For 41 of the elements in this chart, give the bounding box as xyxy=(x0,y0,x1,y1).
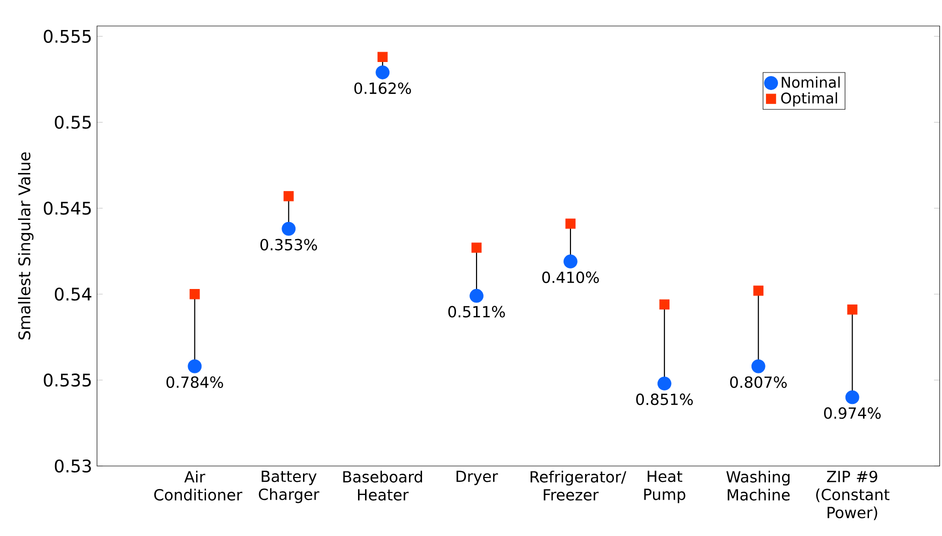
point xyxy=(470,288,484,303)
annotation: 0.162% xyxy=(354,82,411,94)
x-tick-label: Refrigerator/ Freezer xyxy=(530,470,626,501)
point xyxy=(751,359,766,374)
x-tick-label: Washing Machine xyxy=(726,470,790,501)
point xyxy=(565,218,576,229)
point xyxy=(659,299,670,310)
y-axis-title: Smallest Singular Value xyxy=(18,152,34,340)
x-tick-label: Battery Charger xyxy=(258,470,320,504)
y-tick-label: 0.54 xyxy=(54,288,92,301)
y-tick-label: 0.545 xyxy=(44,202,91,215)
y-tick-label: 0.555 xyxy=(44,30,91,43)
legend-label: Nominal xyxy=(782,76,840,88)
annotation: 0.974% xyxy=(824,407,881,419)
point xyxy=(282,222,296,236)
y-tick-label: 0.535 xyxy=(44,374,91,387)
point xyxy=(284,191,294,202)
y-tick-label: 0.55 xyxy=(54,116,91,129)
point xyxy=(657,376,672,390)
annotation: 0.784% xyxy=(166,376,224,388)
x-tick-label: Heat Pump xyxy=(644,470,686,504)
y-tick-label: 0.53 xyxy=(54,459,91,473)
point xyxy=(564,254,578,268)
legend-label: Optimal xyxy=(781,92,838,106)
point xyxy=(188,359,202,374)
point xyxy=(847,304,858,315)
point xyxy=(845,390,860,404)
point xyxy=(376,65,390,80)
point xyxy=(471,242,482,253)
annotation: 0.353% xyxy=(260,238,318,250)
x-tick-label: Air Conditioner xyxy=(154,470,242,501)
x-tick-label: Dryer xyxy=(456,470,498,486)
x-tick-label: Baseboard Heater xyxy=(343,470,422,501)
x-tick-label: ZIP #9 (Constant Power) xyxy=(816,470,890,520)
annotation: 0.511% xyxy=(448,306,505,318)
annotation: 0.851% xyxy=(636,394,693,406)
point xyxy=(753,286,764,296)
annotation: 0.410% xyxy=(542,272,599,284)
point xyxy=(378,52,388,62)
annotation: 0.807% xyxy=(730,376,787,388)
point xyxy=(190,289,200,300)
